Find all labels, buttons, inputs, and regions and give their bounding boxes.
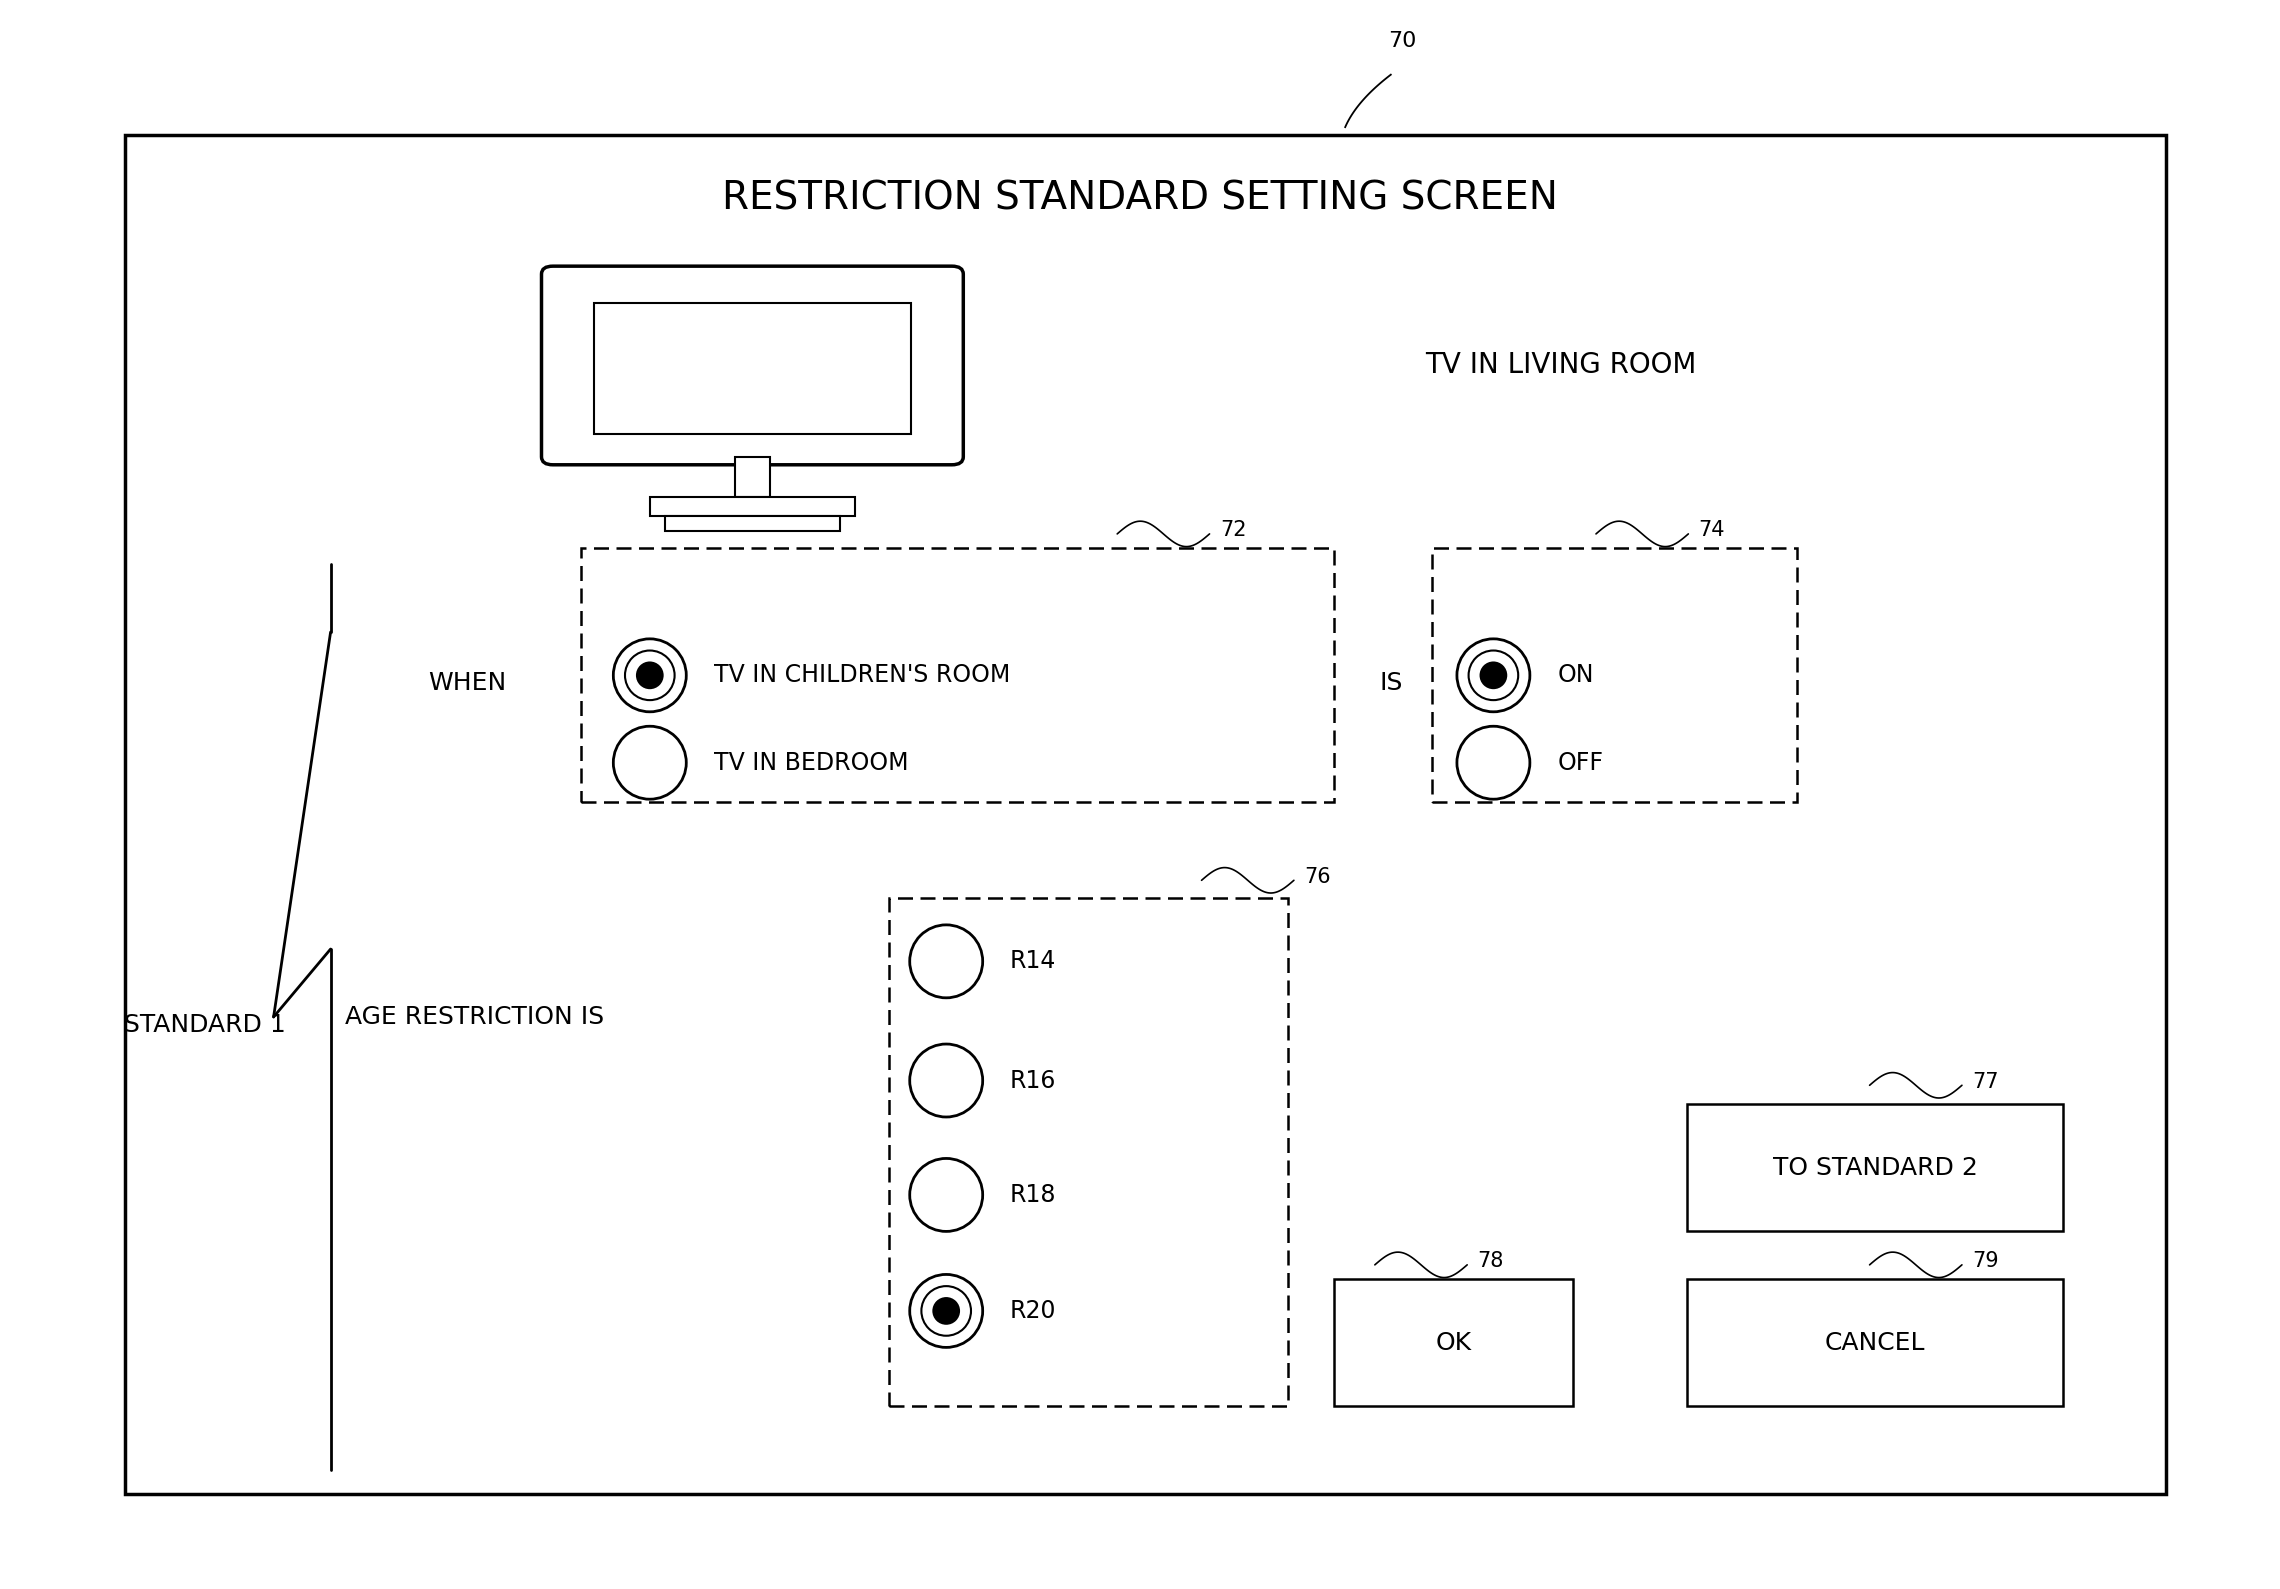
Text: TV IN BEDROOM: TV IN BEDROOM [714, 750, 907, 775]
Text: 70: 70 [1389, 30, 1416, 51]
Ellipse shape [636, 661, 663, 690]
Text: R18: R18 [1010, 1182, 1056, 1208]
Ellipse shape [933, 1297, 960, 1325]
Bar [1334, 1279, 1573, 1406]
Ellipse shape [1480, 661, 1507, 690]
Text: WHEN: WHEN [429, 671, 506, 696]
Text: ON: ON [1557, 663, 1594, 688]
Text: IS: IS [1379, 671, 1402, 696]
Text: 79: 79 [1972, 1251, 2000, 1271]
Bar [593, 302, 910, 434]
Text: R20: R20 [1010, 1298, 1056, 1324]
Bar [650, 496, 855, 515]
Bar [734, 456, 771, 496]
Text: TO STANDARD 2: TO STANDARD 2 [1774, 1155, 1977, 1181]
Bar [581, 548, 1334, 802]
Bar [666, 515, 839, 531]
Text: TV IN CHILDREN'S ROOM: TV IN CHILDREN'S ROOM [714, 663, 1010, 688]
Text: 76: 76 [1304, 866, 1332, 887]
Text: AGE RESTRICTION IS: AGE RESTRICTION IS [344, 1004, 604, 1030]
Bar [125, 135, 2166, 1494]
Text: 72: 72 [1220, 520, 1247, 540]
Text: CANCEL: CANCEL [1824, 1330, 1927, 1355]
Text: OFF: OFF [1557, 750, 1603, 775]
Text: R16: R16 [1010, 1068, 1056, 1093]
Text: STANDARD 1: STANDARD 1 [125, 1012, 285, 1038]
Bar [1432, 548, 1797, 802]
Text: TV IN LIVING ROOM: TV IN LIVING ROOM [1425, 351, 1696, 380]
Bar [1687, 1279, 2063, 1406]
Text: 74: 74 [1699, 520, 1726, 540]
Text: RESTRICTION STANDARD SETTING SCREEN: RESTRICTION STANDARD SETTING SCREEN [723, 180, 1557, 218]
Bar [1687, 1104, 2063, 1231]
Text: 78: 78 [1477, 1251, 1505, 1271]
Text: 77: 77 [1972, 1071, 2000, 1092]
Bar [889, 898, 1288, 1406]
Text: R14: R14 [1010, 949, 1056, 974]
Text: OK: OK [1436, 1330, 1471, 1355]
